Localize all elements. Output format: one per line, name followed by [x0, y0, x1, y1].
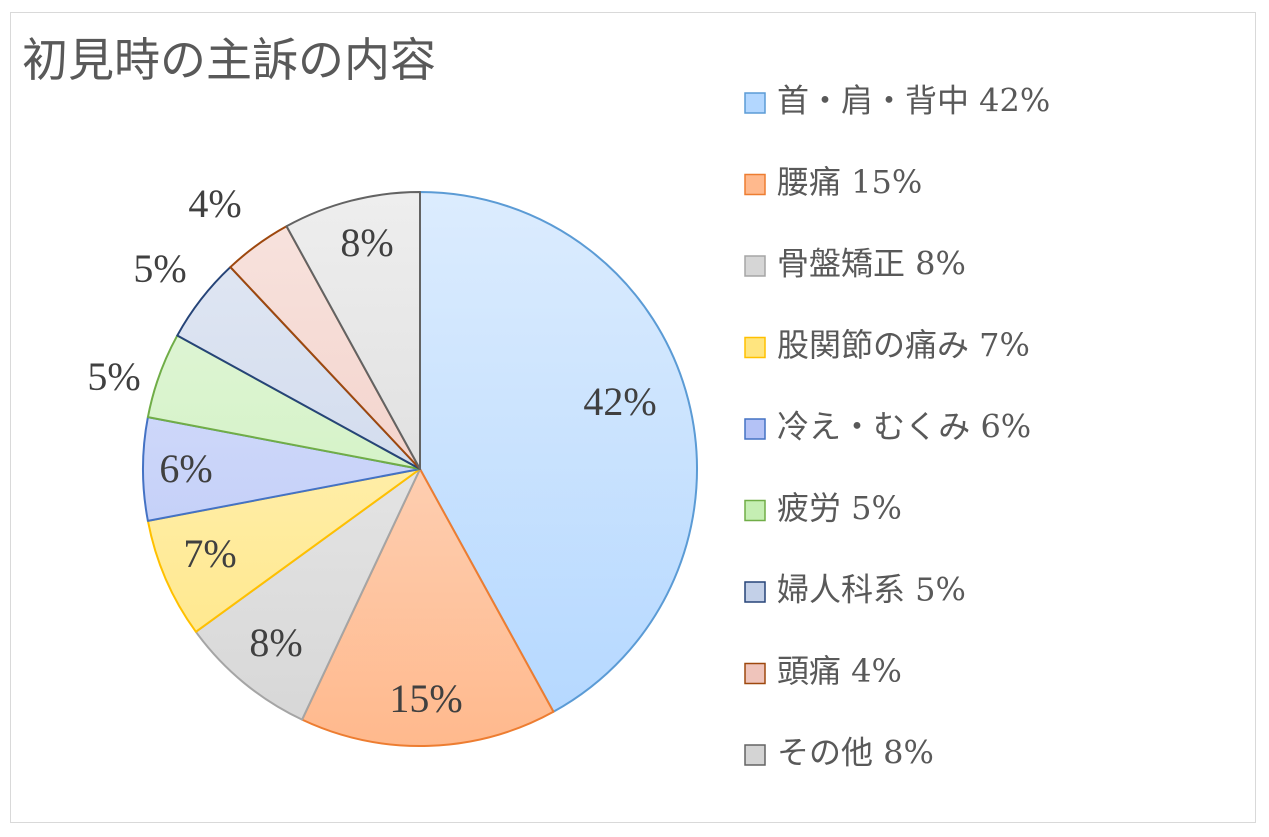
legend: 首・肩・背中 42% 腰痛 15% 骨盤矯正 8% 股関節の痛み 7% 冷え・むくみ 6…: [744, 82, 1050, 772]
legend-swatch: [744, 418, 766, 440]
legend-label: 腰痛 15%: [777, 163, 922, 201]
pie-slice: [285, 191, 421, 470]
legend-label: 股関節の痛み 7%: [777, 326, 1030, 364]
slice-data-label: 8%: [340, 220, 393, 265]
legend-swatch: [744, 499, 766, 522]
slice-data-label: 15%: [389, 676, 462, 721]
legend-label: その他 8%: [777, 734, 934, 772]
legend-swatch: [744, 581, 766, 603]
legend-swatch: [744, 92, 766, 114]
legend-label: 冷え・むくみ 6%: [777, 408, 1031, 446]
legend-swatch: [744, 173, 766, 196]
pie-slices: [142, 191, 698, 747]
slice-data-label: 8%: [249, 620, 302, 665]
slice-data-label: 42%: [583, 379, 656, 424]
legend-swatch: [744, 336, 766, 359]
legend-label: 頭痛 4%: [777, 652, 902, 690]
slice-data-label: 6%: [159, 446, 212, 491]
legend-swatch: [744, 662, 766, 685]
pie-slice: [146, 468, 421, 633]
slice-data-label: 4%: [188, 181, 241, 226]
legend-swatch: [744, 744, 766, 766]
legend-label: 疲労 5%: [777, 489, 902, 527]
pie-slice: [194, 468, 421, 721]
legend-swatch: [744, 255, 766, 277]
slice-data-label: 5%: [87, 354, 140, 399]
slice-data-label: 5%: [133, 246, 186, 291]
pie-slice: [301, 468, 555, 747]
legend-label: 首・肩・背中 42%: [777, 82, 1050, 120]
pie-slice: [419, 191, 698, 713]
chart-title: 初見時の主訴の内容: [22, 33, 436, 87]
data-labels: 42%15%8%7%6%5%5%4%8%: [87, 181, 656, 721]
slice-data-label: 7%: [183, 531, 236, 576]
legend-label: 婦人科系 5%: [777, 571, 966, 609]
legend-label: 骨盤矯正 8%: [777, 245, 966, 283]
